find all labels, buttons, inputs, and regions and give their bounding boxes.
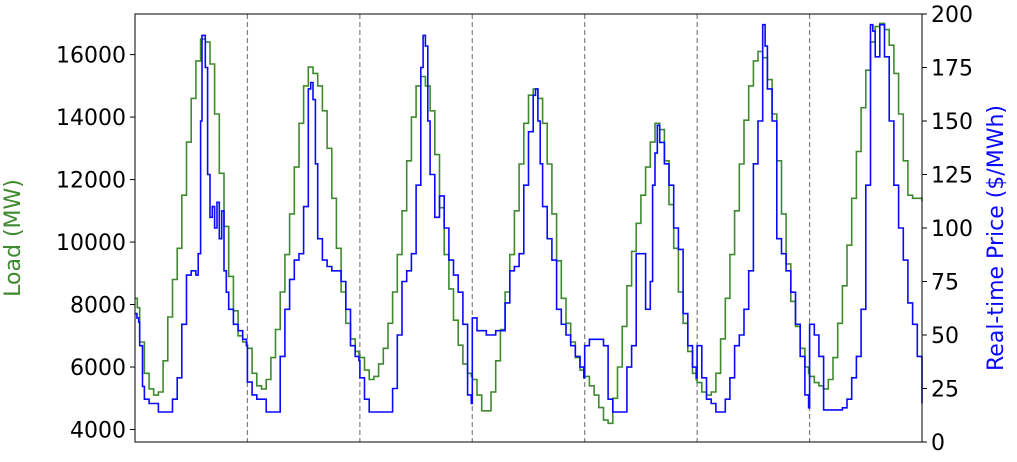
right-axis-tick-label: 0 bbox=[931, 431, 945, 456]
left-axis-tick-label: 6000 bbox=[70, 356, 126, 381]
left-axis-tick-label: 14000 bbox=[56, 106, 126, 131]
right-axis-tick-label: 25 bbox=[931, 378, 959, 403]
left-axis-tick-label: 8000 bbox=[70, 294, 126, 319]
right-axis-title: Real-time Price ($/MWh) bbox=[984, 105, 1009, 371]
price-series-line bbox=[135, 23, 923, 413]
right-axis-tick-label: 150 bbox=[931, 110, 973, 135]
right-axis-tick-label: 125 bbox=[931, 164, 973, 189]
left-axis-tick-label: 16000 bbox=[56, 44, 126, 69]
right-axis-tick-label: 75 bbox=[931, 271, 959, 296]
right-axis-tick-label: 100 bbox=[931, 217, 973, 242]
left-axis-tick-label: 10000 bbox=[56, 231, 126, 256]
left-y-axis: 4000 6000 8000 10000 12000 14000 16000 bbox=[56, 44, 135, 444]
left-axis-tick-label: 4000 bbox=[70, 419, 126, 444]
right-axis-tick-label: 175 bbox=[931, 57, 973, 82]
left-axis-tick-label: 12000 bbox=[56, 169, 126, 194]
left-axis-title: Load (MW) bbox=[1, 179, 26, 297]
right-axis-tick-label: 200 bbox=[931, 3, 973, 28]
load-series-line bbox=[135, 22, 923, 425]
right-axis-tick-label: 50 bbox=[931, 324, 959, 349]
right-y-axis: 0 25 50 75 100 125 150 175 200 bbox=[922, 3, 973, 456]
day-dividers bbox=[246, 14, 811, 442]
plot-frame bbox=[134, 13, 923, 443]
